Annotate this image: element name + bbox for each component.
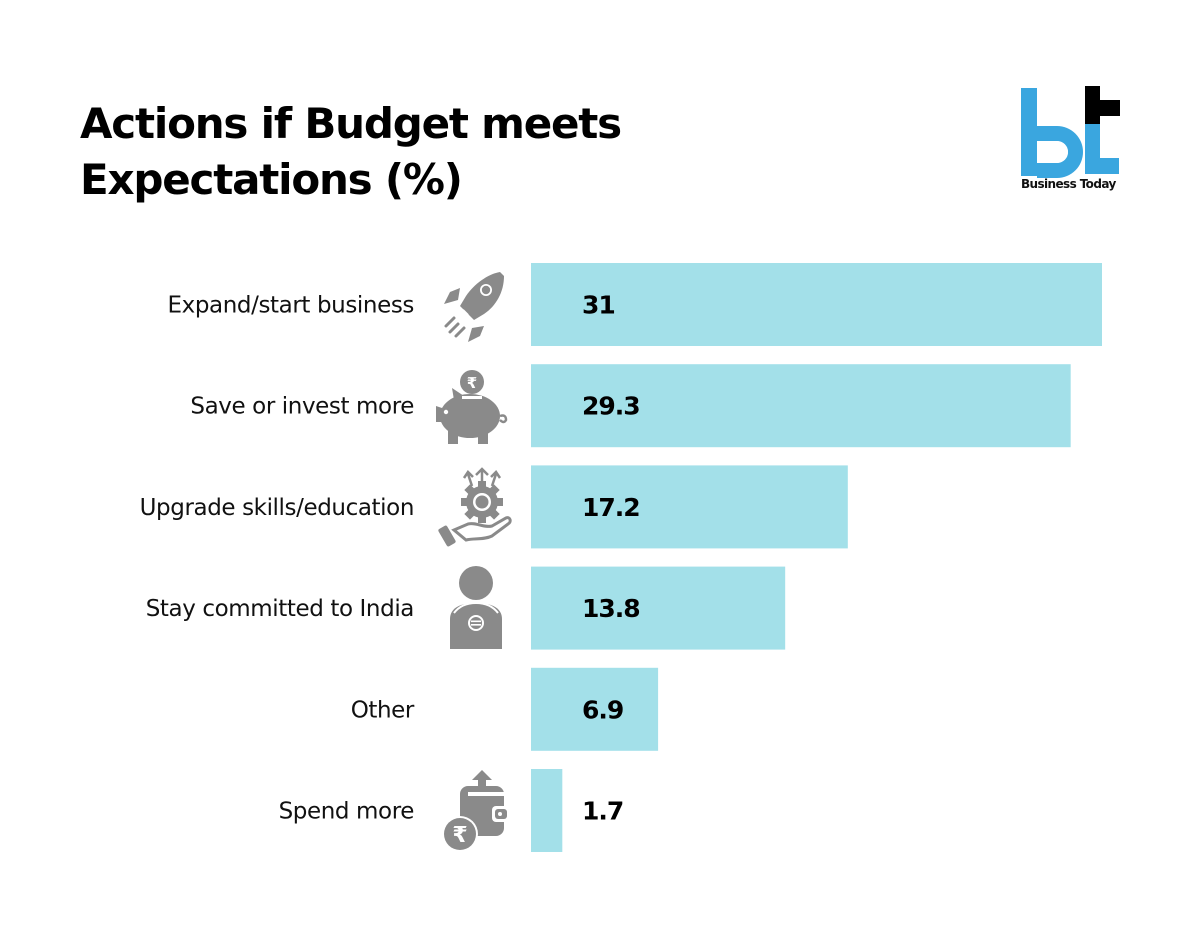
value-label-3: 13.8 (582, 594, 640, 623)
brand-name: Business Today (1021, 177, 1116, 191)
svg-text:₹: ₹ (467, 374, 477, 392)
piggy-bank-rupee-icon: ₹ (436, 370, 508, 444)
category-label-1: Save or invest more (190, 394, 414, 420)
chart-title-line-2: Expectations (%) (80, 155, 463, 204)
category-label-3: Stay committed to India (146, 596, 414, 622)
hand-gear-growth-icon (438, 467, 512, 547)
person-india-badge-icon (450, 566, 502, 649)
category-label-0: Expand/start business (168, 293, 415, 319)
value-label-1: 29.3 (582, 392, 640, 421)
chart-title-line-1: Actions if Budget meets (80, 99, 622, 148)
wallet-rupee-spend-icon: ₹ (442, 770, 508, 852)
rocket-icon (444, 272, 504, 342)
bar-4 (531, 667, 659, 751)
value-label-2: 17.2 (582, 493, 640, 522)
bar-5 (531, 769, 563, 852)
svg-text:₹: ₹ (452, 823, 467, 848)
chart-title: Actions if Budget meets Expectations (%) (80, 96, 622, 208)
bar-0 (531, 263, 1102, 346)
category-label-5: Spend more (279, 799, 414, 825)
bar-2 (531, 465, 848, 549)
category-label-2: Upgrade skills/education (140, 495, 414, 521)
value-label-4: 6.9 (582, 695, 623, 724)
category-label-4: Other (351, 697, 415, 723)
value-label-0: 31 (582, 291, 615, 320)
bar-1 (531, 364, 1071, 448)
bt-logo-icon (1021, 86, 1120, 178)
value-label-5: 1.7 (582, 797, 623, 826)
bar-3 (531, 566, 786, 650)
